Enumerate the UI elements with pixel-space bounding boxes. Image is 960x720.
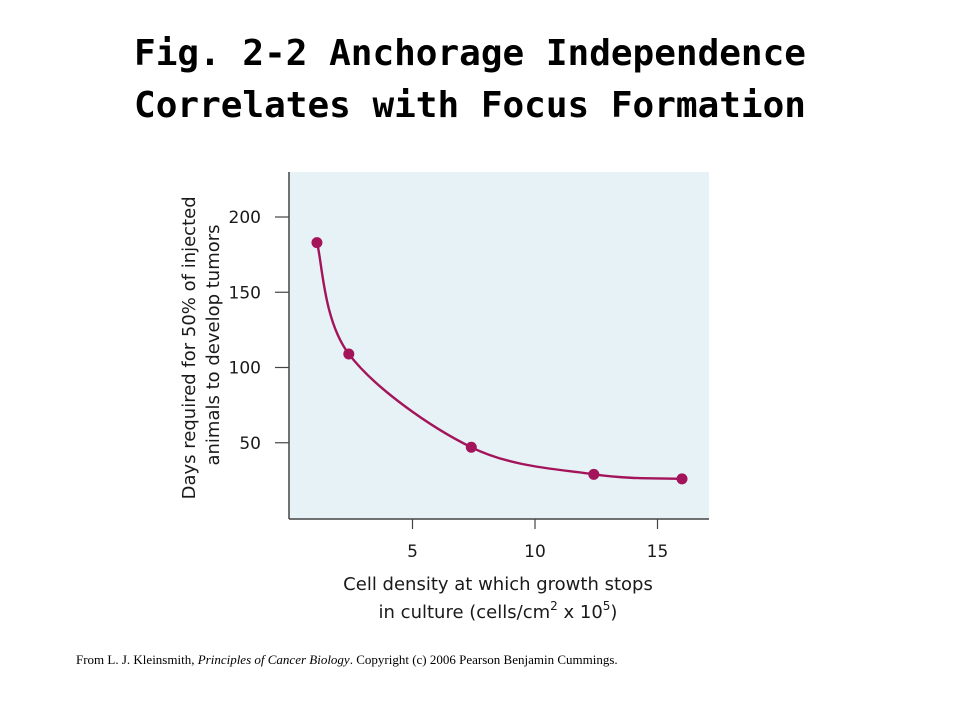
y-tick-label: 100 [229, 359, 261, 379]
x-axis-title-part: in culture (cells/cm [379, 602, 551, 623]
citation-prefix: From L. J. Kleinsmith, [76, 652, 198, 667]
slide-title: Fig. 2-2 Anchorage Independence Correlat… [60, 28, 880, 132]
x-axis-title-part: x 10 [558, 602, 603, 623]
data-point [343, 348, 355, 360]
y-tick-label: 50 [239, 434, 261, 454]
data-point [588, 468, 600, 480]
citation-suffix: . Copyright (c) 2006 Pearson Benjamin Cu… [349, 652, 618, 667]
data-points [311, 237, 688, 485]
citation: From L. J. Kleinsmith, Principles of Can… [76, 652, 618, 668]
title-line-1: Fig. 2-2 Anchorage Independence [134, 33, 806, 74]
x-ticks: 5 10 15 [407, 519, 668, 562]
data-point [676, 473, 688, 485]
x-tick-label: 15 [647, 542, 669, 562]
y-axis-title-line-2: animals to develop tumors [203, 224, 224, 465]
data-point [465, 441, 477, 453]
x-axis-title-line-1: Cell density at which growth stops [343, 574, 653, 595]
x-axis-title-part: ) [610, 602, 617, 623]
data-point [311, 237, 323, 249]
x-tick-label: 5 [407, 542, 418, 562]
title-line-2: Correlates with Focus Formation [134, 85, 806, 126]
plot-background [289, 172, 709, 519]
x-tick-label: 10 [524, 542, 546, 562]
y-ticks: 50 100 150 200 [229, 208, 289, 454]
y-tick-label: 150 [229, 283, 261, 303]
y-axis-title-line-1: Days required for 50% of injected [179, 196, 200, 499]
y-axis-title: Days required for 50% of injected animal… [179, 191, 224, 500]
x-axis-title-superscript: 2 [550, 599, 558, 613]
y-tick-label: 200 [229, 208, 261, 228]
x-axis-title-superscript: 5 [603, 599, 611, 613]
citation-book-title: Principles of Cancer Biology [197, 652, 350, 667]
x-axis-title-line-2: in culture (cells/cm2 x 105) [379, 599, 618, 623]
